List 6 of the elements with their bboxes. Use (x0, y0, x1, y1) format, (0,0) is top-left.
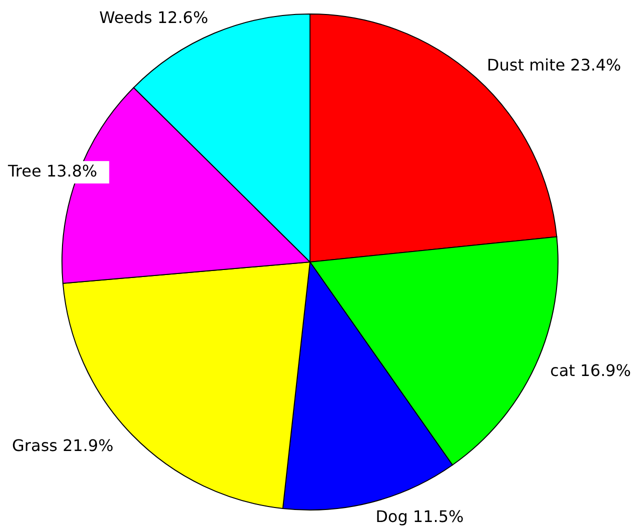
slice-label: Tree 13.8% (7, 162, 98, 181)
slice-label: Weeds 12.6% (99, 8, 208, 27)
slice-label: cat 16.9% (550, 361, 631, 380)
slice-label: Dog 11.5% (376, 507, 464, 526)
slice-label: Grass 21.9% (12, 436, 114, 455)
slice-label: Dust mite 23.4% (486, 55, 622, 74)
